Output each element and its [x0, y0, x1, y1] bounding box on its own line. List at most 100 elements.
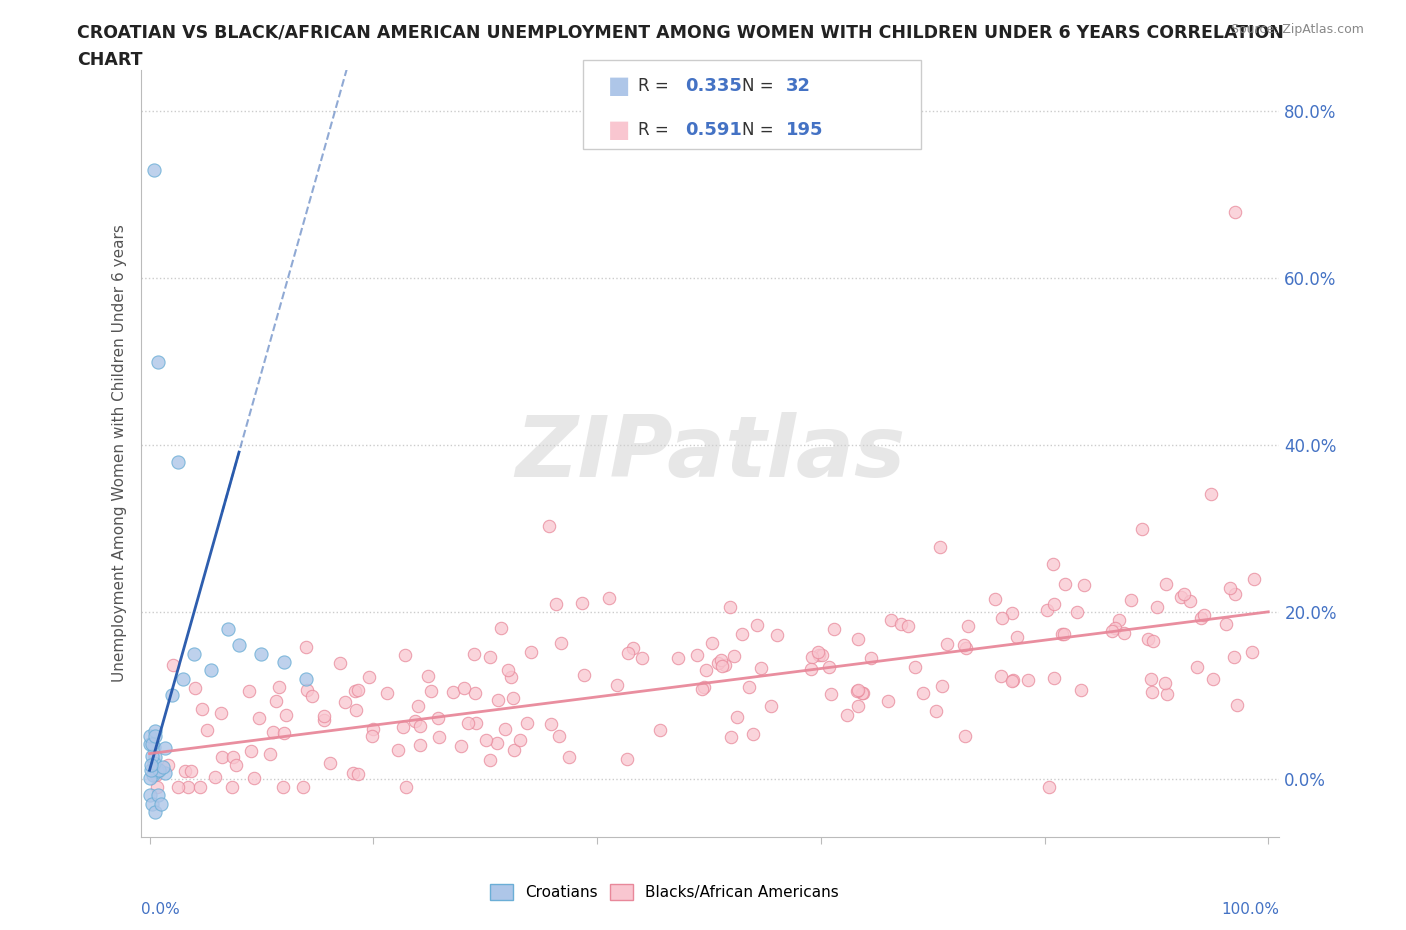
- Point: [274, 707, 297, 722]
- Point: [148, 354, 170, 369]
- Point: [509, 732, 531, 747]
- Text: Source: ZipAtlas.com: Source: ZipAtlas.com: [1230, 23, 1364, 36]
- Point: [1187, 659, 1209, 674]
- Point: [811, 647, 834, 662]
- Point: [1139, 671, 1161, 686]
- Point: [710, 653, 733, 668]
- Point: [738, 680, 761, 695]
- Point: [537, 519, 560, 534]
- Point: [259, 746, 281, 761]
- Point: [273, 726, 295, 741]
- Point: [489, 620, 512, 635]
- Point: [631, 651, 654, 666]
- Point: [221, 779, 243, 794]
- Point: [896, 618, 918, 633]
- Point: [394, 779, 416, 794]
- Point: [204, 769, 226, 784]
- Point: [347, 683, 370, 698]
- Point: [209, 706, 232, 721]
- Point: [1042, 596, 1064, 611]
- Text: CHART: CHART: [77, 51, 143, 69]
- Point: [409, 737, 432, 752]
- Point: [1101, 624, 1123, 639]
- Point: [357, 670, 380, 684]
- Point: [145, 764, 167, 778]
- Point: [846, 683, 869, 698]
- Point: [148, 788, 170, 803]
- Point: [1002, 672, 1025, 687]
- Text: ZIPatlas: ZIPatlas: [515, 412, 905, 495]
- Point: [1153, 675, 1175, 690]
- Point: [155, 741, 177, 756]
- Point: [852, 685, 875, 700]
- Point: [387, 742, 409, 757]
- Point: [766, 628, 789, 643]
- Point: [139, 763, 162, 777]
- Point: [478, 650, 501, 665]
- Point: [183, 646, 205, 661]
- Point: [1130, 522, 1153, 537]
- Point: [143, 804, 166, 819]
- Point: [1005, 630, 1028, 644]
- Text: R =: R =: [638, 76, 675, 95]
- Point: [953, 728, 976, 743]
- Point: [598, 591, 620, 605]
- Point: [211, 749, 233, 764]
- Point: [953, 638, 976, 653]
- Point: [143, 163, 166, 178]
- Point: [759, 698, 782, 713]
- Point: [1156, 686, 1178, 701]
- Point: [929, 539, 952, 554]
- Point: [301, 688, 323, 703]
- Text: 195: 195: [786, 121, 824, 140]
- Point: [173, 764, 195, 778]
- Point: [1241, 644, 1264, 659]
- Point: [143, 728, 166, 743]
- Point: [392, 720, 415, 735]
- Point: [314, 712, 336, 727]
- Point: [142, 768, 165, 783]
- Point: [1173, 587, 1195, 602]
- Point: [731, 626, 754, 641]
- Point: [1170, 590, 1192, 604]
- Point: [648, 723, 671, 737]
- Point: [666, 650, 689, 665]
- Point: [225, 757, 247, 772]
- Point: [409, 719, 432, 734]
- Point: [420, 684, 443, 698]
- Point: [195, 723, 218, 737]
- Point: [957, 618, 980, 633]
- Point: [141, 749, 163, 764]
- Point: [846, 698, 869, 713]
- Point: [1038, 779, 1060, 794]
- Point: [294, 640, 316, 655]
- Point: [453, 680, 475, 695]
- Point: [333, 694, 356, 709]
- Point: [723, 649, 745, 664]
- Point: [1219, 580, 1241, 595]
- Point: [749, 660, 772, 675]
- Point: [1189, 610, 1212, 625]
- Point: [807, 645, 830, 660]
- Point: [153, 765, 176, 780]
- Point: [550, 635, 572, 650]
- Point: [319, 756, 342, 771]
- Point: [242, 771, 264, 786]
- Point: [228, 638, 250, 653]
- Point: [1053, 577, 1076, 591]
- Point: [295, 683, 318, 698]
- Point: [571, 595, 593, 610]
- Point: [1223, 587, 1246, 602]
- Point: [479, 752, 502, 767]
- Point: [457, 715, 479, 730]
- Point: [160, 688, 183, 703]
- Point: [1073, 578, 1095, 592]
- Point: [217, 621, 239, 636]
- Point: [145, 767, 167, 782]
- Point: [818, 659, 841, 674]
- Point: [1243, 571, 1265, 586]
- Point: [200, 663, 222, 678]
- Point: [1202, 672, 1225, 687]
- Point: [148, 763, 170, 777]
- Point: [139, 757, 162, 772]
